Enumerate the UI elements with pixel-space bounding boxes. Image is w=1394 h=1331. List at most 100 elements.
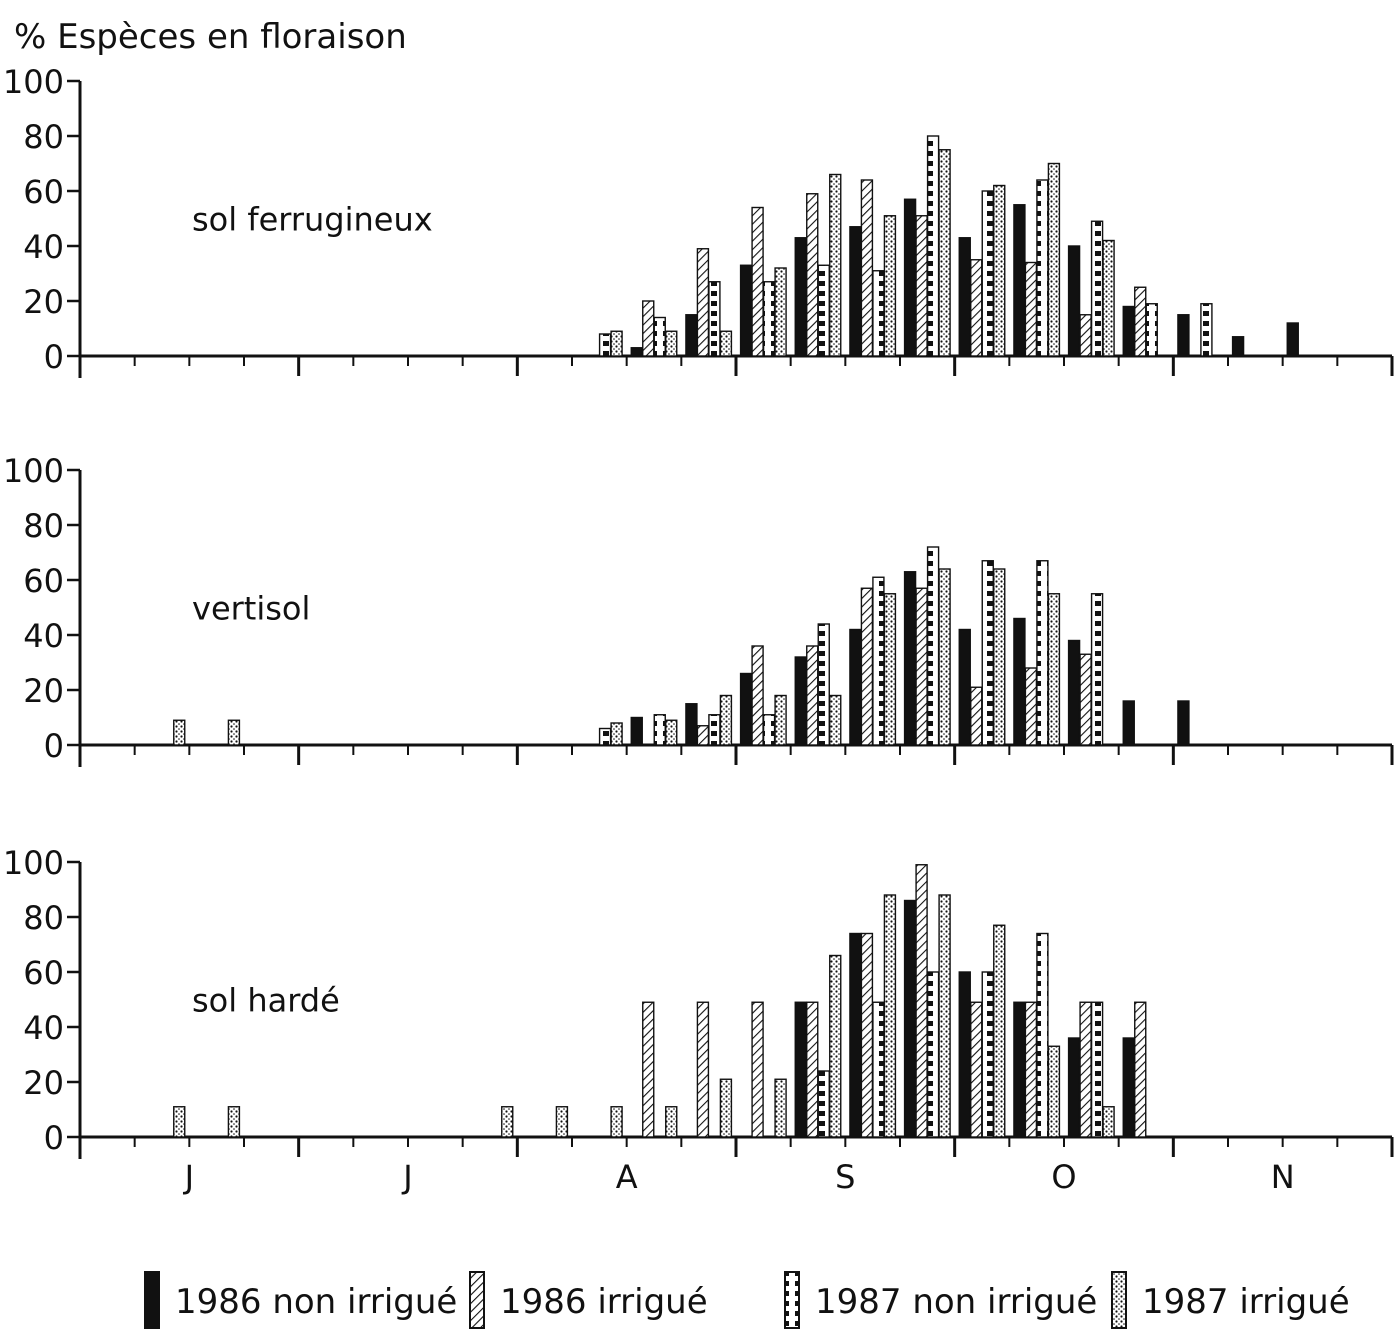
y-tick-label: 80 <box>23 118 64 156</box>
bar <box>993 568 1006 746</box>
bar <box>903 571 917 746</box>
chart-title: % Espèces en floraison <box>14 17 407 57</box>
bar <box>751 645 764 746</box>
legend-item: 1986 non irrigué <box>144 1271 457 1329</box>
bar <box>751 1001 764 1138</box>
bar <box>849 628 862 746</box>
y-tick-label: 0 <box>44 1119 64 1157</box>
bar <box>981 971 994 1138</box>
y-tick-label: 40 <box>23 617 64 655</box>
bar <box>1024 261 1038 357</box>
bar <box>642 300 655 357</box>
bar <box>696 248 710 357</box>
bar <box>598 333 612 357</box>
chart-legend: 1986 non irrigué 1986 irrigué 1987 non irr… <box>144 1271 1350 1329</box>
bar <box>794 656 807 746</box>
bar <box>970 1001 983 1138</box>
bar <box>915 864 928 1138</box>
bar <box>774 267 787 357</box>
panel-label: vertisol <box>192 590 310 628</box>
bar <box>762 714 776 746</box>
bar <box>958 237 971 357</box>
bar <box>1286 322 1299 357</box>
bar <box>1231 336 1245 357</box>
bar <box>173 719 186 746</box>
bar <box>1122 1037 1135 1138</box>
bar <box>1013 1001 1026 1138</box>
bar <box>817 623 830 746</box>
bar <box>630 347 643 357</box>
bar <box>1079 653 1092 746</box>
bar <box>1177 314 1190 357</box>
chart-panel: 0 20 40 60 80 100 sol hardé <box>3 844 1394 1159</box>
y-tick-label: 0 <box>44 338 64 376</box>
panel-label: sol ferrugineux <box>192 201 433 239</box>
bar <box>685 703 698 746</box>
bar <box>685 314 698 357</box>
bar <box>1079 314 1092 357</box>
bar <box>739 264 753 357</box>
bar <box>719 330 733 357</box>
bar <box>774 1078 787 1138</box>
bar <box>926 546 940 746</box>
bar <box>610 1106 623 1138</box>
bar <box>817 264 830 357</box>
y-tick-label: 20 <box>23 672 64 710</box>
bar <box>903 198 917 357</box>
bar <box>630 716 643 746</box>
bar <box>1067 1037 1081 1138</box>
bar <box>860 932 874 1138</box>
bar <box>1090 593 1104 746</box>
bar <box>915 587 928 746</box>
bar <box>938 568 951 746</box>
x-month-label: O <box>1051 1158 1076 1196</box>
bar <box>883 215 897 357</box>
bar <box>981 560 994 746</box>
bar <box>1036 179 1049 357</box>
bar <box>1047 1045 1061 1138</box>
bar <box>817 1070 830 1138</box>
bar <box>642 1001 655 1138</box>
legend-swatch <box>144 1271 160 1329</box>
bar <box>926 135 940 357</box>
bar <box>860 179 874 357</box>
bar <box>708 714 721 746</box>
bar <box>1102 1106 1115 1138</box>
bar <box>849 932 862 1138</box>
y-tick-label: 80 <box>23 507 64 545</box>
y-tick-label: 100 <box>3 844 64 882</box>
y-tick-label: 40 <box>23 1009 64 1047</box>
bar <box>1102 239 1115 357</box>
bar <box>958 971 971 1138</box>
y-tick-label: 100 <box>3 452 64 490</box>
bar <box>1090 220 1104 357</box>
legend-label: 1986 non irrigué <box>175 1282 457 1322</box>
bar <box>849 226 862 357</box>
bar <box>1036 932 1049 1138</box>
bar <box>872 1001 885 1138</box>
bar <box>806 193 819 357</box>
bar <box>938 894 951 1138</box>
chart-panel: 0 20 40 60 80 100 vertisol <box>3 452 1394 767</box>
bar <box>696 725 710 746</box>
y-tick-label: 40 <box>23 228 64 266</box>
y-tick-label: 60 <box>23 954 64 992</box>
legend-label: 1987 non irrigué <box>815 1282 1097 1322</box>
bar <box>829 954 842 1138</box>
y-tick-label: 60 <box>23 562 64 600</box>
legend-label: 1987 irrigué <box>1142 1282 1350 1322</box>
bar <box>774 694 787 746</box>
bar <box>915 215 928 357</box>
legend-swatch <box>469 1271 485 1329</box>
bar <box>173 1106 186 1138</box>
bar <box>1145 303 1158 357</box>
legend-item: 1987 irrigué <box>1111 1271 1350 1329</box>
legend-swatch <box>784 1271 800 1329</box>
bar <box>794 1001 807 1138</box>
bar <box>1090 1001 1104 1138</box>
legend-label: 1986 irrigué <box>500 1282 708 1322</box>
bar <box>665 330 678 357</box>
bar <box>829 694 842 746</box>
